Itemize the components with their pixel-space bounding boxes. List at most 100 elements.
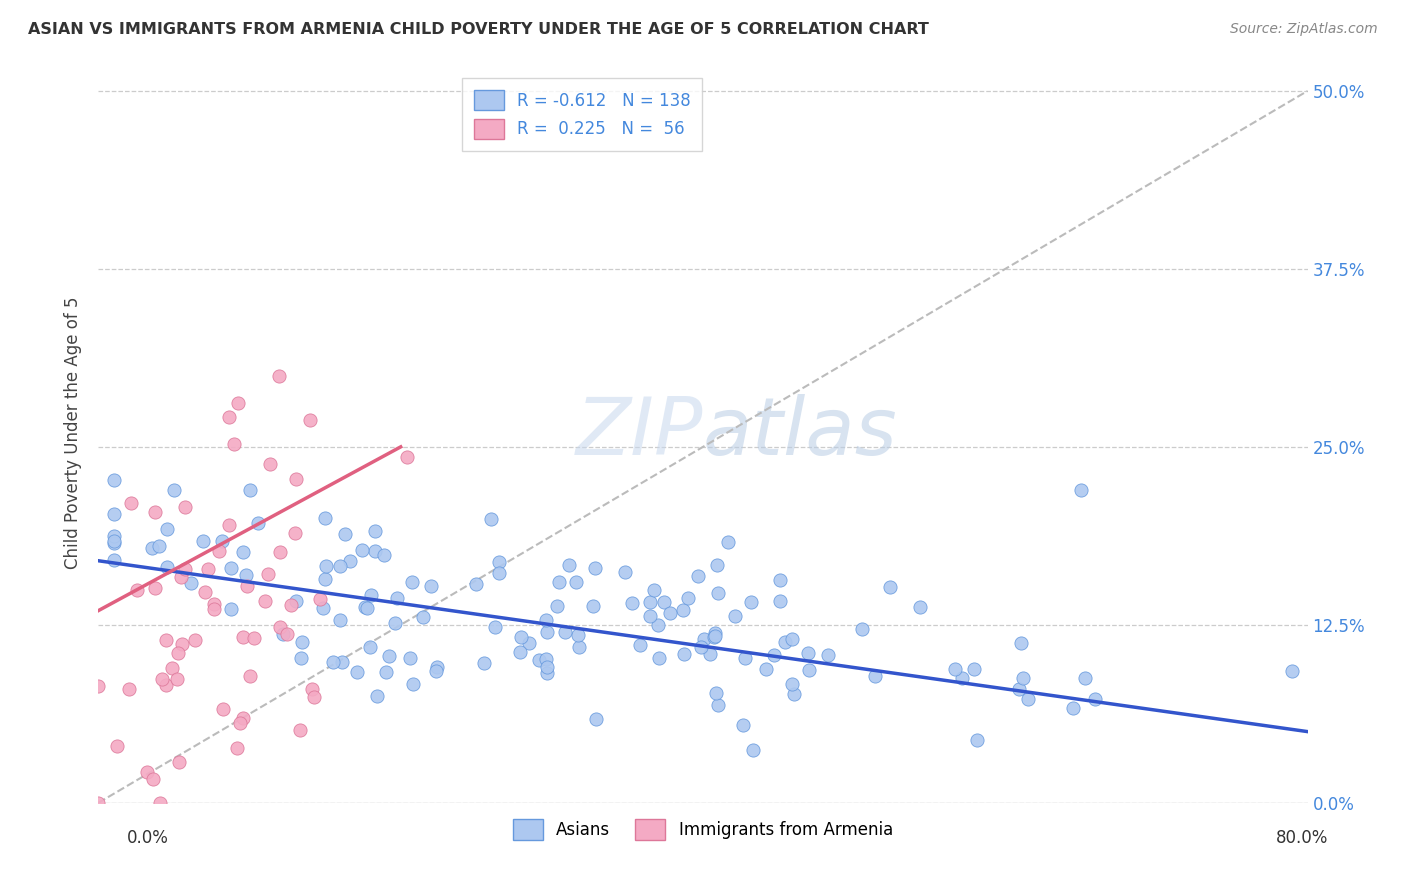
- Point: [346, 665, 368, 680]
- Point: [1017, 691, 1039, 706]
- Point: [308, 591, 330, 606]
- Point: [202, 597, 225, 611]
- Point: [125, 582, 148, 597]
- Point: [706, 698, 728, 712]
- Point: [769, 573, 792, 587]
- Point: [648, 651, 671, 665]
- Point: [384, 615, 406, 630]
- Point: [399, 651, 422, 665]
- Point: [797, 646, 820, 660]
- Point: [141, 541, 163, 556]
- Point: [863, 669, 886, 683]
- Point: [517, 635, 540, 649]
- Point: [638, 609, 661, 624]
- Point: [314, 511, 336, 525]
- Point: [232, 630, 254, 644]
- Point: [558, 558, 581, 573]
- Point: [426, 659, 449, 673]
- Point: [269, 368, 291, 383]
- Point: [156, 523, 179, 537]
- Point: [169, 756, 191, 770]
- Point: [401, 574, 423, 589]
- Point: [166, 672, 188, 686]
- Point: [567, 627, 589, 641]
- Point: [239, 669, 262, 683]
- Point: [170, 570, 193, 584]
- Point: [582, 599, 605, 613]
- Point: [374, 665, 396, 680]
- Point: [173, 562, 195, 576]
- Point: [197, 562, 219, 576]
- Point: [568, 640, 591, 654]
- Point: [224, 437, 246, 451]
- Legend: Asians, Immigrants from Armenia: Asians, Immigrants from Armenia: [506, 813, 900, 847]
- Point: [554, 625, 576, 640]
- Point: [359, 640, 381, 654]
- Point: [155, 632, 177, 647]
- Point: [534, 652, 557, 666]
- Point: [236, 578, 259, 592]
- Point: [143, 582, 166, 596]
- Point: [329, 559, 352, 574]
- Point: [536, 625, 558, 640]
- Point: [269, 545, 291, 559]
- Point: [221, 602, 243, 616]
- Point: [678, 591, 700, 606]
- Point: [673, 647, 696, 661]
- Y-axis label: Child Poverty Under the Age of 5: Child Poverty Under the Age of 5: [65, 296, 83, 569]
- Point: [780, 632, 803, 646]
- Point: [87, 679, 110, 693]
- Point: [703, 631, 725, 645]
- Point: [366, 689, 388, 703]
- Point: [879, 580, 901, 594]
- Point: [280, 598, 302, 612]
- Point: [773, 634, 796, 648]
- Point: [136, 764, 159, 779]
- Point: [628, 638, 651, 652]
- Text: ASIAN VS IMMIGRANTS FROM ARMENIA CHILD POVERTY UNDER THE AGE OF 5 CORRELATION CH: ASIAN VS IMMIGRANTS FROM ARMENIA CHILD P…: [28, 22, 929, 37]
- Point: [212, 701, 235, 715]
- Point: [360, 588, 382, 602]
- Point: [207, 544, 229, 558]
- Point: [1084, 692, 1107, 706]
- Point: [690, 640, 713, 654]
- Point: [257, 567, 280, 582]
- Point: [364, 524, 387, 539]
- Point: [509, 630, 531, 644]
- Point: [103, 534, 125, 549]
- Point: [488, 566, 510, 580]
- Text: 0.0%: 0.0%: [127, 829, 169, 847]
- Point: [851, 622, 873, 636]
- Point: [1012, 671, 1035, 685]
- Point: [219, 561, 242, 575]
- Point: [160, 661, 183, 675]
- Point: [103, 507, 125, 521]
- Point: [699, 647, 721, 661]
- Point: [350, 542, 373, 557]
- Point: [780, 677, 803, 691]
- Point: [143, 504, 166, 518]
- Point: [488, 555, 510, 569]
- Point: [564, 574, 586, 589]
- Point: [290, 651, 312, 665]
- Point: [378, 649, 401, 664]
- Point: [583, 561, 606, 575]
- Point: [184, 632, 207, 647]
- Point: [276, 626, 298, 640]
- Point: [547, 575, 569, 590]
- Point: [536, 665, 558, 680]
- Point: [703, 625, 725, 640]
- Point: [232, 711, 254, 725]
- Text: Source: ZipAtlas.com: Source: ZipAtlas.com: [1230, 22, 1378, 37]
- Point: [103, 536, 125, 550]
- Point: [613, 565, 636, 579]
- Point: [202, 602, 225, 616]
- Point: [966, 732, 988, 747]
- Point: [620, 596, 643, 610]
- Point: [755, 662, 778, 676]
- Point: [1281, 664, 1303, 678]
- Point: [396, 450, 419, 465]
- Point: [763, 648, 786, 662]
- Point: [797, 663, 820, 677]
- Point: [285, 594, 308, 608]
